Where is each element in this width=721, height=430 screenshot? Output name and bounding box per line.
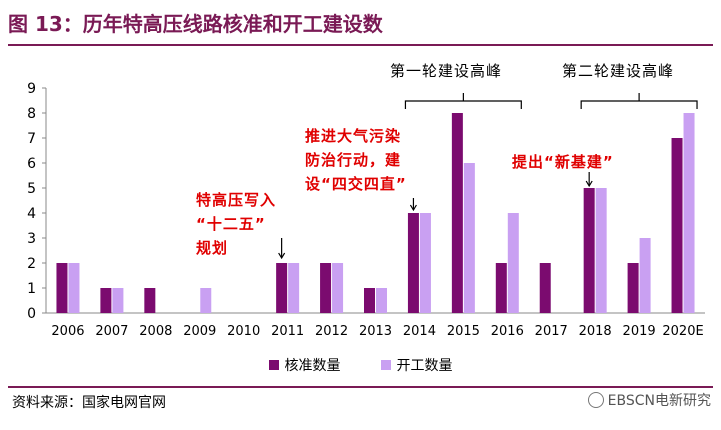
legend-item-started: 开工数量 (380, 355, 453, 375)
title-divider (8, 44, 713, 46)
first-peak-label: 第一轮建设高峰 (390, 62, 503, 80)
annotation-line: 防治行动，建 (305, 151, 402, 169)
x-tick-label: 2016 (491, 324, 524, 339)
x-tick-label: 2012 (315, 324, 348, 339)
bar-approved (583, 188, 595, 313)
bar-approved (276, 263, 288, 313)
bar-approved (320, 263, 332, 313)
y-tick-label: 7 (27, 131, 36, 147)
y-tick-label: 0 (27, 306, 36, 322)
bar-approved (144, 288, 156, 313)
wechat-icon (587, 392, 604, 408)
legend-item-approved: 核准数量 (268, 355, 341, 375)
bar-approved (451, 113, 463, 313)
annotation-line: 推进大气污染 (305, 127, 402, 145)
y-tick-label: 1 (27, 281, 36, 297)
annotation-pointers (278, 172, 593, 260)
x-tick-label: 2010 (227, 324, 260, 339)
bar-approved (495, 263, 507, 313)
bar-started (595, 188, 607, 313)
x-tick-label: 2006 (51, 324, 84, 339)
bar-approved (364, 288, 375, 313)
bar-started (68, 263, 80, 313)
annotation-arrowhead (585, 180, 593, 188)
legend-swatch-started (380, 360, 391, 370)
bar-approved (671, 138, 683, 313)
y-tick-label: 2 (27, 256, 36, 272)
x-tick-label: 2018 (579, 324, 612, 339)
annotation-new-infrastructure: 提出“新基建” (512, 150, 614, 174)
annotation-arrowhead (409, 204, 417, 212)
y-tick-label: 5 (27, 181, 36, 197)
peak-bracket (404, 93, 522, 109)
x-tick-label: 2013 (359, 324, 392, 339)
bar-approved (100, 288, 112, 313)
bar-started (507, 213, 519, 313)
annotation-line: 提出“新基建” (512, 153, 614, 171)
annotation-12th-five-year: 特高压写入 “十二五” 规划 (196, 188, 276, 260)
chart-axes: 0 1 2 3 4 5 6 7 8 9 2006 2007 2008 2009 2010 2011 2012 20… (27, 81, 705, 339)
bar-started (376, 288, 387, 313)
x-tick-label: 2008 (139, 324, 172, 339)
y-tick-label: 3 (27, 231, 36, 247)
x-tick-label: 2020E (662, 324, 703, 339)
bar-approved (627, 263, 639, 313)
bar-approved (56, 263, 68, 313)
legend-label-started: 开工数量 (396, 358, 453, 374)
annotation-line: 规划 (196, 239, 229, 257)
figure-title: 图 13：历年特高压线路核准和开工建设数 (8, 12, 383, 36)
y-tick-label: 4 (27, 206, 36, 222)
legend-label-approved: 核准数量 (284, 358, 341, 374)
chart-legend: 核准数量 开工数量 (0, 355, 721, 375)
x-tick-label: 2009 (183, 324, 216, 339)
x-tick-label: 2019 (623, 324, 656, 339)
x-tick-label: 2017 (535, 324, 568, 339)
y-tick-label: 6 (27, 156, 36, 172)
y-tick-label: 8 (27, 106, 36, 122)
bar-started (288, 263, 300, 313)
bar-started (419, 213, 431, 313)
bar-started (639, 238, 651, 313)
source-note: 资料来源：国家电网官网 (12, 395, 166, 411)
y-tick-label: 9 (27, 81, 36, 97)
annotation-air-pollution: 推进大气污染 防治行动，建 设“四交四直” (305, 124, 407, 196)
source-divider (8, 386, 713, 388)
chart-bars (56, 113, 695, 313)
bar-started (463, 163, 475, 313)
annotation-line: 特高压写入 (196, 191, 277, 209)
bar-started (332, 263, 344, 313)
watermark: EBSCN电新研究 (587, 390, 711, 410)
bar-approved (539, 263, 551, 313)
x-tick-label: 2007 (95, 324, 128, 339)
bar-approved (407, 213, 419, 313)
x-tick-label: 2015 (447, 324, 480, 339)
x-tick-label: 2014 (403, 324, 436, 339)
annotation-line: 设“四交四直” (305, 175, 407, 193)
bar-started (200, 288, 212, 313)
annotation-line: “十二五” (196, 215, 266, 233)
peak-brackets (404, 93, 698, 109)
legend-swatch-approved (268, 360, 279, 370)
annotation-arrowhead (278, 252, 286, 260)
bar-started (683, 113, 695, 313)
watermark-text: EBSCN电新研究 (607, 393, 711, 409)
bar-started (112, 288, 124, 313)
second-peak-label: 第二轮建设高峰 (562, 62, 675, 80)
peak-bracket (580, 93, 698, 109)
x-tick-label: 2011 (271, 324, 304, 339)
